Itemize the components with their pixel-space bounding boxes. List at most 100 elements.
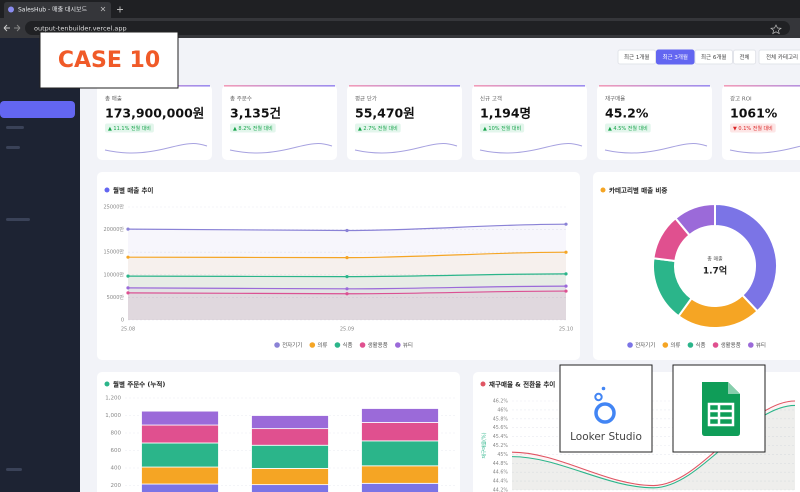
kpi-card-bg	[347, 85, 462, 160]
bar-segment	[141, 483, 219, 492]
sidebar-item[interactable]	[6, 126, 24, 129]
legend-label: 전자기기	[635, 341, 655, 349]
kpi-badge	[105, 123, 154, 133]
y-tick-label: 1,200	[105, 396, 121, 402]
y-tick-label: 44.4%	[493, 479, 509, 485]
period-button-label[interactable]: 전체	[740, 53, 750, 61]
y-tick-label: 44.8%	[493, 461, 509, 467]
bar-segment	[251, 428, 329, 446]
kpi-card-bg	[472, 85, 587, 160]
y-tick-label: 200	[111, 483, 122, 489]
legend-swatch	[712, 342, 719, 348]
y-tick-label: 800	[111, 431, 122, 437]
kpi-sparkline	[604, 143, 708, 154]
y-tick-label: 45.6%	[493, 425, 509, 431]
legend-swatch	[748, 342, 754, 348]
new-tab[interactable]	[117, 6, 123, 13]
kpi-card-bg	[97, 85, 212, 160]
bar-segment	[251, 444, 329, 469]
point	[345, 275, 349, 279]
kpi-card-accent	[599, 85, 710, 87]
period-button-label[interactable]: 최근 6개월	[701, 53, 727, 61]
bar-segment	[361, 440, 439, 467]
kpi-value: 173,900,000원	[105, 106, 204, 121]
y-tick-label: 5000만	[107, 294, 125, 301]
title-bullet	[104, 187, 110, 193]
point	[126, 274, 130, 278]
kpi-badge	[230, 123, 276, 133]
y-tick-label: 0	[121, 318, 124, 324]
period-button-bg[interactable]	[656, 49, 695, 65]
period-button[interactable]: 전체	[733, 49, 757, 65]
sidebar-item[interactable]	[6, 218, 30, 221]
y-tick-label: 44.6%	[493, 470, 509, 476]
kpi-badge	[480, 123, 525, 133]
y-tick-label: 1,000	[105, 413, 121, 419]
area	[128, 252, 566, 320]
kpi-value: 1061%	[730, 106, 778, 121]
period-button-label[interactable]: 최근 1개월	[624, 53, 650, 61]
bar-segment	[251, 468, 329, 486]
kpi-value: 55,470원	[355, 106, 415, 121]
active-tab[interactable]	[4, 2, 111, 18]
bar-segment	[361, 422, 439, 442]
period-button-bg[interactable]	[694, 49, 733, 65]
period-button-bg[interactable]	[733, 49, 757, 65]
legend-swatch	[662, 342, 669, 348]
y-tick-label: 45.2%	[493, 443, 509, 449]
category-select-label[interactable]: 전체 카테고리	[766, 53, 798, 61]
back-button[interactable]	[3, 24, 10, 32]
area	[512, 405, 795, 490]
looker-label: Looker Studio	[570, 431, 642, 443]
legend-label: 의류	[670, 342, 680, 349]
title-bullet	[600, 187, 606, 193]
title-bullet	[104, 381, 110, 387]
y-tick-label: 45.4%	[493, 434, 509, 440]
legend-swatch	[687, 342, 694, 348]
address-bar[interactable]	[25, 21, 790, 35]
legend-swatch	[334, 342, 341, 348]
y-tick-label: 45%	[497, 452, 508, 458]
bar-plot: 200 400 600 800 1,000 1,200	[105, 396, 455, 492]
point	[564, 289, 568, 293]
panel	[97, 172, 580, 360]
tab-title[interactable]: SalesHub - 매출 대시보드	[18, 6, 88, 14]
y-tick-label: 25000만	[103, 204, 124, 211]
point	[126, 286, 130, 290]
tab-close[interactable]	[100, 6, 106, 12]
kpi-card-accent	[349, 85, 460, 87]
sheets-logo	[702, 382, 740, 436]
point	[345, 256, 349, 260]
period-button-label[interactable]: 최근 3개월	[663, 53, 689, 61]
period-button-bg[interactable]	[617, 49, 656, 65]
kpi-change: ▲ 4.5% 전월 대비	[608, 125, 648, 132]
period-button[interactable]: 최근 6개월	[694, 49, 733, 65]
kpi-label: 신규 고객	[480, 95, 502, 103]
kpi-sparkline	[229, 143, 333, 154]
kpi-change: ▲ 10% 전월 대비	[483, 125, 521, 132]
bar-segment	[141, 424, 219, 444]
category-select[interactable]	[758, 49, 800, 65]
sidebar-active-item[interactable]	[0, 101, 75, 118]
point	[345, 292, 349, 296]
legend-swatch	[309, 342, 316, 348]
period-button[interactable]: 최근 1개월	[617, 49, 656, 65]
bar-segment	[251, 415, 329, 430]
kpi-card-accent	[724, 85, 800, 87]
chart-title: 월별 매출 추이	[113, 186, 153, 195]
legend-label: 식품	[695, 341, 705, 349]
sidebar-item[interactable]	[6, 146, 20, 149]
kpi-card: 재구매율 45.2% ▲ 4.5% 전월 대비	[597, 85, 712, 160]
bar-segment	[141, 442, 219, 468]
kpi-label: 평균 단가	[355, 95, 377, 103]
bookmark-star[interactable]	[770, 24, 782, 35]
title-bullet	[480, 381, 486, 387]
y-tick-label: 400	[111, 466, 122, 472]
forward-button[interactable]	[14, 24, 21, 32]
kpi-card-bg	[222, 85, 337, 160]
bar-segment	[361, 482, 439, 492]
kpi-badge	[355, 123, 401, 133]
period-button[interactable]: 최근 3개월	[656, 49, 695, 65]
url[interactable]: output-tenbuilder.vercel.app	[34, 25, 127, 33]
